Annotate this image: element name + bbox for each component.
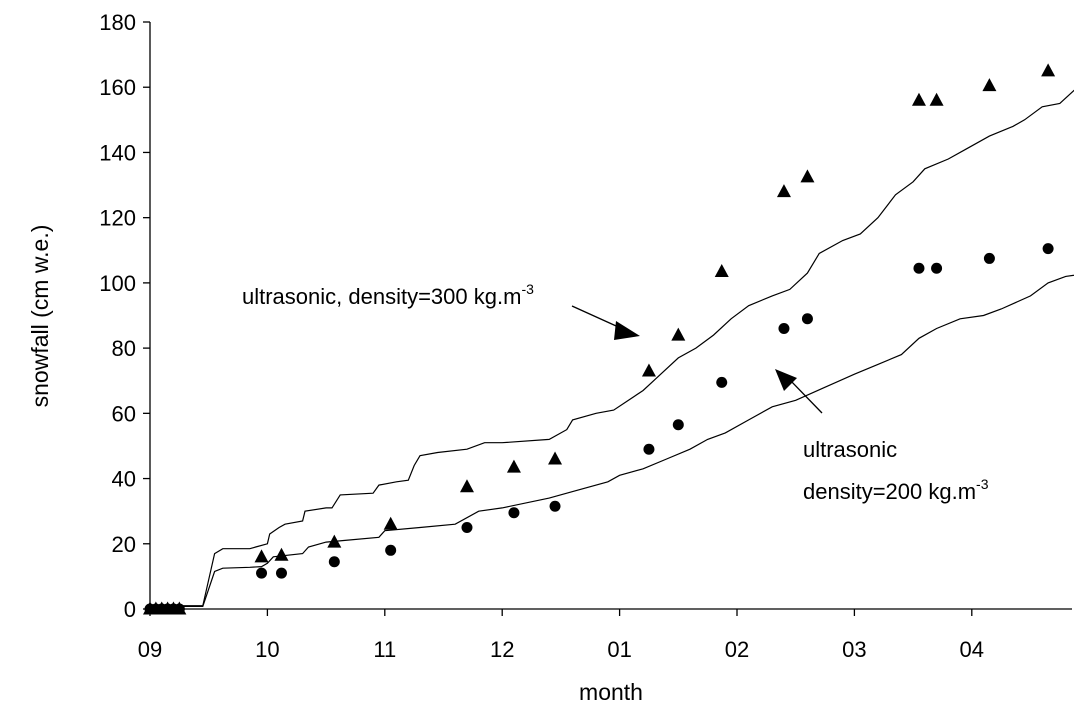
- circle-marker: [275, 567, 287, 579]
- circle-marker: [716, 376, 728, 388]
- triangle-marker: [327, 534, 342, 548]
- circle-marker: [931, 262, 943, 274]
- y-tick-label: 80: [112, 336, 136, 361]
- y-tick-label: 60: [112, 401, 136, 426]
- y-axis-title: snowfall (cm w.e.): [27, 225, 53, 408]
- y-tick-label: 140: [99, 140, 136, 165]
- arrow-200: [775, 369, 823, 414]
- triangle-marker: [274, 547, 289, 561]
- x-axis-ticks: 09 10 11 12 01 02 03 04: [138, 609, 984, 662]
- annotation-200-sup: -3: [976, 476, 989, 492]
- triangle-marker: [714, 263, 729, 277]
- triangle-marker: [254, 549, 269, 563]
- x-axis-title: month: [579, 679, 643, 705]
- circle-marker: [983, 252, 995, 264]
- triangle-marker: [548, 451, 563, 465]
- circle-marker: [1042, 243, 1054, 255]
- y-tick-label: 20: [112, 532, 136, 557]
- triangle-marker: [671, 327, 686, 341]
- triangle-marker: [641, 363, 656, 377]
- circle-marker: [778, 323, 790, 335]
- x-tick-label: 03: [842, 637, 866, 662]
- annotation-300-sup: -3: [521, 281, 534, 297]
- series-markers: [143, 63, 1056, 615]
- triangle-marker: [1041, 63, 1056, 77]
- y-tick-label: 160: [99, 75, 136, 100]
- circle-marker: [508, 507, 520, 519]
- y-tick-label: 0: [124, 597, 136, 622]
- series-line-1: [150, 274, 1074, 607]
- triangle-marker: [982, 78, 997, 92]
- y-tick-label: 120: [99, 206, 136, 231]
- x-tick-label: 01: [607, 637, 631, 662]
- y-tick-label: 100: [99, 271, 136, 296]
- y-tick-label: 180: [99, 10, 136, 35]
- triangle-marker: [459, 479, 474, 493]
- y-axis-ticks: 0 20 40 60 80 100 120 140 160 180: [99, 10, 150, 622]
- series-line-0: [150, 89, 1074, 607]
- circle-marker: [913, 262, 925, 274]
- triangle-marker: [506, 459, 521, 473]
- circle-marker: [672, 419, 684, 431]
- x-tick-label: 04: [960, 637, 984, 662]
- arrow-300: [571, 305, 640, 340]
- x-tick-label: 12: [490, 637, 514, 662]
- series-lines: [150, 89, 1074, 607]
- annotation-200-line1: ultrasonic: [803, 437, 897, 462]
- x-tick-label: 11: [373, 637, 396, 662]
- annotation-300-text: ultrasonic, density=300 kg.m: [242, 284, 521, 309]
- x-tick-label: 02: [725, 637, 749, 662]
- annotation-200-text: density=200 kg.m: [803, 479, 976, 504]
- axes: [149, 22, 1072, 610]
- triangle-marker: [383, 516, 398, 530]
- triangle-marker: [929, 92, 944, 106]
- annotation-300: ultrasonic, density=300 kg.m-3: [242, 281, 534, 309]
- x-tick-label: 10: [255, 637, 279, 662]
- circle-marker: [328, 556, 340, 568]
- circle-marker: [173, 603, 185, 615]
- triangle-marker: [911, 92, 926, 106]
- circle-marker: [385, 544, 397, 556]
- x-tick-label: 09: [138, 637, 162, 662]
- annotation-200-line2: density=200 kg.m-3: [803, 476, 989, 504]
- circle-marker: [801, 313, 813, 325]
- y-tick-label: 40: [112, 467, 136, 492]
- circle-marker: [461, 521, 473, 533]
- circle-marker: [549, 500, 561, 512]
- circle-marker: [643, 443, 655, 455]
- circle-marker: [256, 567, 268, 579]
- triangle-marker: [800, 169, 815, 183]
- triangle-marker: [776, 184, 791, 198]
